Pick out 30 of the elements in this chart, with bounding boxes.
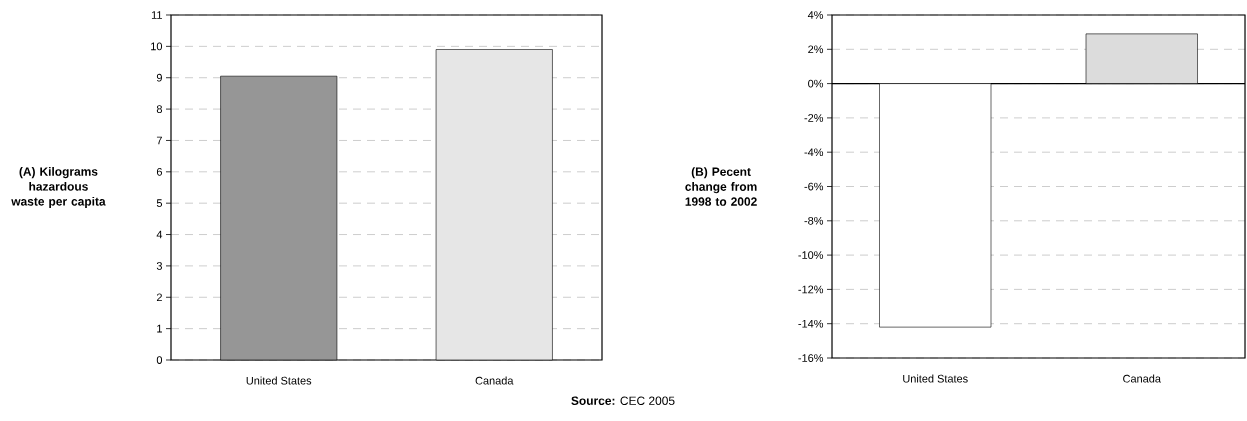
- y-tick-label: 0%: [808, 79, 824, 88]
- y-tick-label: -12%: [798, 285, 824, 294]
- y-tick-label: 9: [156, 73, 162, 82]
- y-axis-title: (B) Pecent change from 1998 to 2002: [685, 167, 757, 206]
- y-tick-label: 4%: [807, 11, 824, 19]
- y-tick-label: -6%: [804, 182, 824, 191]
- y-tick-label: 6: [156, 167, 162, 176]
- x-tick-label: Canada: [1123, 374, 1161, 383]
- y-tick-label: -4%: [804, 148, 824, 157]
- y-tick-label: -16%: [798, 354, 824, 362]
- text: Source: CEC 2005: [571, 396, 675, 405]
- y-tick-label: 8: [156, 105, 162, 113]
- y-tick-label: 1: [157, 324, 162, 333]
- y-tick-label: 7: [156, 136, 162, 145]
- y-tick-label: 2: [156, 293, 162, 302]
- x-tick-label: United States: [903, 374, 968, 383]
- x-tick-label: United States: [246, 376, 312, 385]
- y-tick-label: 0: [156, 356, 163, 364]
- y-tick-label: 3: [156, 262, 162, 270]
- y-axis-title: (A) Kilograms hazardous waste per capita: [11, 166, 106, 209]
- y-tick-label: -14%: [798, 319, 824, 328]
- y-tick-label: 2%: [808, 45, 824, 54]
- y-tick-label: 11: [151, 11, 162, 19]
- x-tick-label: Canada: [475, 376, 514, 385]
- y-tick-label: -10%: [798, 251, 824, 259]
- y-tick-label: 10: [151, 42, 163, 51]
- y-tick-label: -8%: [804, 216, 824, 225]
- y-tick-label: 5: [156, 199, 163, 208]
- y-tick-label: -2%: [804, 114, 824, 122]
- y-tick-label: 4: [156, 230, 163, 239]
